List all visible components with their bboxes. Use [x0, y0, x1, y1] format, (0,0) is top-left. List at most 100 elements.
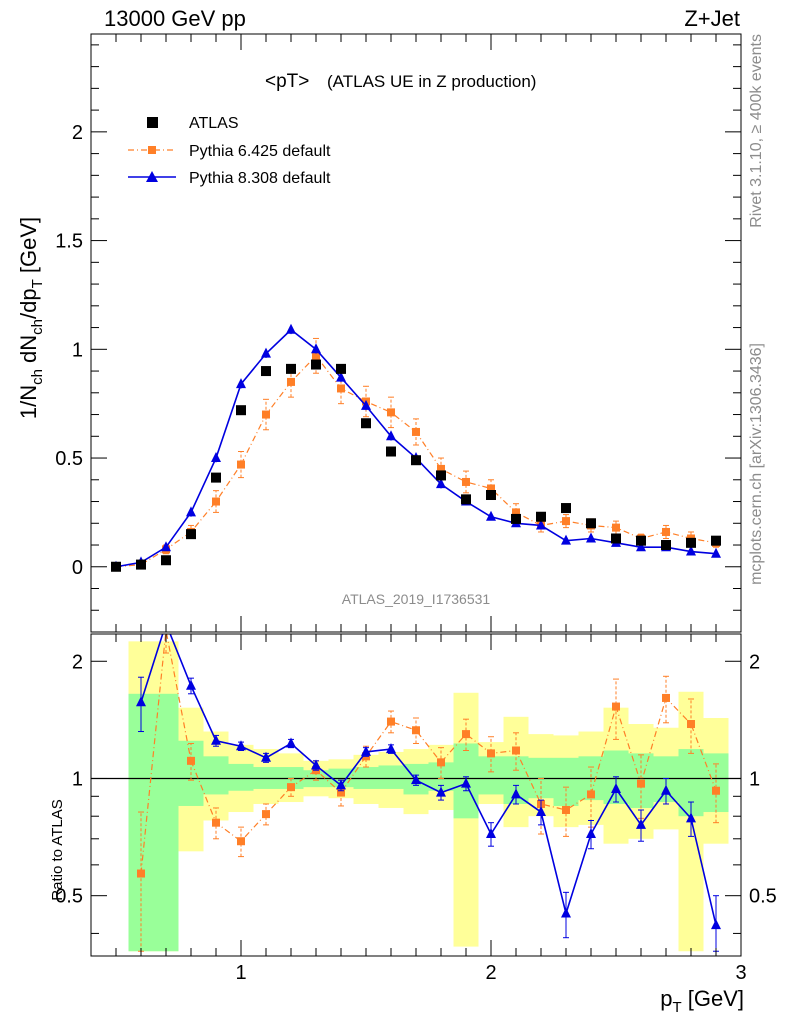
main-y-tick-label: 2	[72, 122, 83, 144]
pythia8-line	[115, 328, 717, 568]
pythia8-point	[586, 532, 596, 543]
legend: ATLAS Pythia 6.425 default Pythia 8.308 …	[128, 115, 331, 187]
ratio-pythia8-point	[686, 812, 696, 823]
atlas-point	[461, 494, 471, 505]
ratio-pythia6-point	[562, 805, 570, 814]
main-y-axis-title: 1/Nch dNch/dpT [GeV]	[16, 217, 46, 419]
legend-label-atlas: ATLAS	[189, 115, 239, 132]
atlas-point	[336, 363, 346, 374]
ratio-pythia8-point	[461, 777, 471, 788]
atlas-point	[636, 535, 646, 546]
main-y-tick-label: 0	[72, 557, 83, 579]
pythia8-point	[561, 534, 571, 545]
ratio-pythia8-point	[411, 774, 421, 785]
ratio-pythia6-point	[337, 788, 345, 797]
pythia8-point	[311, 343, 321, 354]
uncertainty-band-inner	[478, 756, 504, 795]
pythia8-point	[636, 541, 646, 552]
energy-label: 13000 GeV pp	[104, 6, 246, 31]
ratio-pythia6-point	[712, 786, 720, 795]
ratio-pythia8-point	[361, 745, 371, 756]
main-y-tick-label: 0.5	[55, 448, 83, 470]
pythia6-point	[212, 497, 220, 506]
pythia6-point	[512, 508, 520, 517]
uncertainty-band-inner	[128, 693, 154, 952]
ratio-pythia6-point	[487, 749, 495, 758]
pythia8-point	[386, 430, 396, 441]
source-note: mcplots.cern.ch [arXiv:1306.3436]	[748, 343, 765, 585]
ratio-pythia8-line	[140, 634, 717, 926]
ratio-pythia6-point	[587, 790, 595, 799]
ratio-pythia6-point	[187, 756, 195, 765]
legend-label-pythia6: Pythia 6.425 default	[189, 143, 331, 160]
atlas-point	[436, 470, 446, 481]
ratio-pythia8-point	[586, 828, 596, 839]
pythia8-point	[686, 545, 696, 556]
x-tick-label: 3	[735, 962, 746, 984]
atlas-point	[486, 490, 496, 501]
plot-subtitle: (ATLAS UE in Z production)	[327, 72, 536, 91]
ratio-pythia8-point	[311, 759, 321, 770]
atlas-point	[611, 533, 621, 544]
ratio-pythia8-point	[261, 751, 271, 762]
ratio-y-tick-label: 2	[72, 651, 83, 673]
uncertainty-band-inner	[153, 693, 179, 952]
ratio-pythia6-point	[637, 779, 645, 788]
uncertainty-band-inner	[553, 757, 579, 806]
legend-entry-pythia6: Pythia 6.425 default	[128, 143, 331, 160]
pythia6-point	[387, 408, 395, 417]
atlas-point	[711, 535, 721, 546]
pythia6-point	[287, 377, 295, 386]
pythia8-point	[536, 519, 546, 530]
atlas-point	[361, 418, 371, 429]
ratio-pythia8-point	[711, 919, 721, 930]
ratio-pythia8-point	[561, 907, 571, 918]
pythia8-point	[161, 541, 171, 552]
process-label: Z+Jet	[684, 6, 740, 31]
atlas-point	[561, 503, 571, 514]
ratio-pythia6-line	[140, 634, 717, 874]
pythia8-point	[286, 323, 296, 334]
atlas-point	[161, 555, 171, 566]
pythia6-point	[237, 460, 245, 469]
ratio-pythia6-point	[662, 693, 670, 702]
ratio-y-axis-title: Ratio to ATLAS	[49, 799, 66, 900]
ratio-pythia6-point	[512, 746, 520, 755]
atlas-point	[511, 513, 521, 524]
pythia6-point	[487, 484, 495, 493]
uncertainty-band-inner	[203, 756, 229, 795]
atlas-point	[661, 540, 671, 551]
pythia8-point	[336, 371, 346, 382]
ratio-pythia8-point	[386, 743, 396, 754]
pythia6-point	[437, 464, 445, 473]
x-axis-title: pT [GeV]	[660, 986, 744, 1016]
ratio-pythia8-point	[486, 828, 496, 839]
ratio-y-tick-label-right: 1	[749, 768, 760, 790]
ratio-pythia6-point	[212, 818, 220, 827]
ratio-pythia8-point	[636, 818, 646, 829]
pythia6-point	[312, 351, 320, 360]
analysis-id: ATLAS_2019_I1736531	[342, 591, 491, 607]
ratio-pythia6-point	[412, 726, 420, 735]
pythia6-point	[412, 427, 420, 436]
ratio-pythia8-point	[211, 734, 221, 745]
atlas-point	[286, 363, 296, 374]
ratio-pythia8-point	[536, 806, 546, 817]
pythia6-point	[462, 477, 470, 486]
ratio-y-tick-label: 0.5	[55, 886, 83, 908]
uncertainty-band-inner	[228, 763, 254, 791]
ratio-pythia6-point	[612, 702, 620, 711]
ratio-pythia6-point	[137, 869, 145, 878]
atlas-point	[686, 537, 696, 548]
atlas-point	[236, 405, 246, 416]
ratio-pythia8-point	[336, 779, 346, 790]
ratio-pythia8-point	[661, 784, 671, 795]
legend-marker-atlas	[147, 117, 158, 128]
ratio-y-tick-label-right: 2	[749, 651, 760, 673]
ratio-pythia8-point	[436, 786, 446, 797]
plot-title: <pT>	[265, 71, 309, 92]
ratio-pythia8-point	[286, 737, 296, 748]
ratio-pythia6-point	[687, 720, 695, 729]
pythia8-point	[261, 347, 271, 358]
